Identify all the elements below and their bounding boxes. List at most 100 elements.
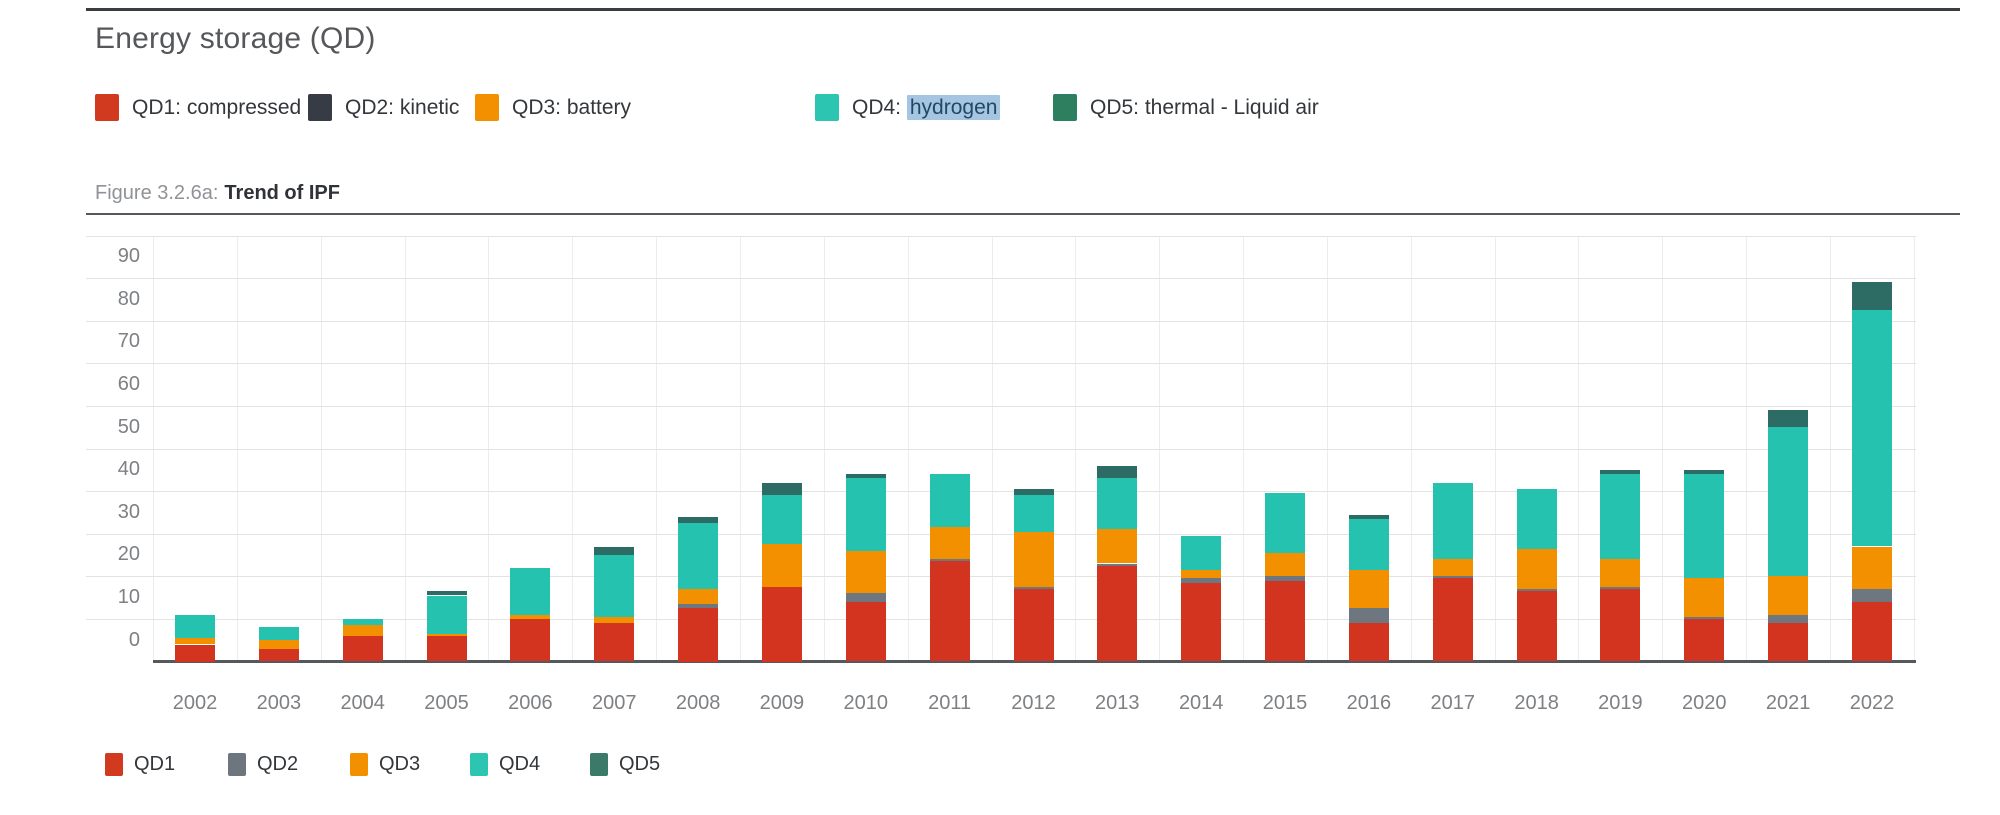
bar-segment-qd4[interactable] (342, 618, 383, 626)
legend-item-qd5[interactable]: QD5: thermal - Liquid air (1053, 94, 1319, 121)
bar-segment-qd1[interactable] (761, 587, 802, 662)
bar-segment-qd5[interactable] (1348, 514, 1389, 519)
bar-segment-qd5[interactable] (1013, 489, 1054, 496)
bar-segment-qd4[interactable] (1265, 493, 1305, 553)
bar-segment-qd3[interactable] (594, 616, 635, 624)
legend-item-qd2[interactable]: QD2: kinetic (308, 94, 459, 121)
bar-segment-qd1[interactable] (1852, 601, 1892, 662)
legend-item-qd1[interactable]: QD1: compressed air (95, 94, 330, 121)
bar-segment-qd1[interactable] (929, 561, 970, 662)
bar-segment-qd2[interactable] (1013, 587, 1054, 590)
bar-segment-qd3[interactable] (1265, 552, 1305, 577)
bar-segment-qd4[interactable] (594, 555, 635, 617)
bar-segment-qd5[interactable] (761, 482, 802, 496)
bar-segment-qd5[interactable] (1768, 410, 1809, 428)
legend-label-highlighted-word[interactable]: hydrogen (906, 94, 1001, 120)
legend-item-qd3[interactable]: QD3: battery (475, 94, 631, 121)
bar-segment-qd4[interactable] (1600, 474, 1641, 560)
bar-segment-qd1[interactable] (1013, 589, 1054, 662)
bar-segment-qd3[interactable] (258, 640, 299, 649)
bar-segment-qd3[interactable] (510, 614, 551, 619)
legend-item-qd1[interactable]: QD1 (105, 753, 175, 776)
bar-segment-qd4[interactable] (1097, 478, 1138, 530)
bar-segment-qd1[interactable] (845, 601, 886, 662)
bar-segment-qd1[interactable] (1600, 589, 1641, 662)
legend-item-qd4[interactable]: QD4: hydrogen (815, 94, 1001, 121)
bar-segment-qd2[interactable] (678, 604, 719, 609)
bar-segment-qd2[interactable] (1852, 589, 1892, 602)
bar-segment-qd4[interactable] (1768, 427, 1809, 577)
bar-segment-qd2[interactable] (1265, 576, 1305, 581)
bar-segment-qd2[interactable] (1432, 576, 1473, 579)
bar-segment-qd5[interactable] (678, 516, 719, 524)
bar-segment-qd1[interactable] (1684, 618, 1725, 662)
bar-segment-qd4[interactable] (1181, 535, 1222, 570)
bar-segment-qd4[interactable] (761, 495, 802, 545)
bar-segment-qd1[interactable] (1265, 580, 1305, 662)
bar-segment-qd1[interactable] (1432, 578, 1473, 662)
bar-segment-qd3[interactable] (1181, 569, 1222, 579)
bar-segment-qd2[interactable] (1181, 578, 1222, 583)
bar-segment-qd5[interactable] (1600, 469, 1641, 475)
bar-segment-qd3[interactable] (1768, 576, 1809, 615)
legend-item-qd2[interactable]: QD2 (228, 753, 298, 776)
bar-segment-qd2[interactable] (1684, 616, 1725, 619)
bar-segment-qd4[interactable] (845, 478, 886, 551)
bar-segment-qd3[interactable] (342, 625, 383, 636)
bar-segment-qd2[interactable] (1768, 614, 1809, 624)
bar-segment-qd3[interactable] (1097, 529, 1138, 564)
bar-segment-qd1[interactable] (1348, 623, 1389, 662)
bar-segment-qd2[interactable] (929, 559, 970, 562)
bar-segment-qd3[interactable] (1348, 569, 1389, 609)
bar-segment-qd5[interactable] (1852, 282, 1892, 311)
bar-segment-qd4[interactable] (175, 614, 215, 638)
bar-segment-qd3[interactable] (1852, 546, 1892, 590)
bar-segment-qd3[interactable] (845, 550, 886, 594)
bar-segment-qd4[interactable] (1852, 310, 1892, 547)
bar-segment-qd5[interactable] (594, 546, 635, 555)
bar-segment-qd5[interactable] (426, 591, 467, 596)
bar-segment-qd1[interactable] (1516, 591, 1557, 662)
bar-segment-qd3[interactable] (1432, 559, 1473, 577)
bar-segment-qd3[interactable] (1684, 578, 1725, 617)
bar-segment-qd1[interactable] (426, 635, 467, 662)
bar-segment-qd2[interactable] (1516, 589, 1557, 592)
bar-segment-qd4[interactable] (1432, 482, 1473, 560)
bar-segment-qd3[interactable] (175, 638, 215, 645)
bar-segment-qd1[interactable] (678, 608, 719, 662)
bar-segment-qd1[interactable] (342, 635, 383, 662)
bar-segment-qd1[interactable] (1768, 623, 1809, 662)
legend-item-qd5[interactable]: QD5 (590, 753, 660, 776)
bar-segment-qd3[interactable] (678, 589, 719, 604)
bar-segment-qd5[interactable] (845, 474, 886, 479)
bar-segment-qd4[interactable] (678, 523, 719, 589)
bar-segment-qd5[interactable] (1684, 469, 1725, 475)
bar-segment-qd4[interactable] (258, 627, 299, 641)
bar-segment-qd2[interactable] (1348, 608, 1389, 624)
bar-segment-qd4[interactable] (929, 474, 970, 528)
bar-segment-qd1[interactable] (258, 648, 299, 662)
bar-segment-qd4[interactable] (510, 567, 551, 615)
bar-segment-qd4[interactable] (1013, 495, 1054, 532)
bar-segment-qd2[interactable] (845, 593, 886, 602)
bar-segment-qd1[interactable] (594, 623, 635, 662)
legend-item-qd3[interactable]: QD3 (350, 753, 420, 776)
bar-segment-qd3[interactable] (426, 633, 467, 636)
bar-segment-qd3[interactable] (761, 544, 802, 587)
bar-segment-qd1[interactable] (1097, 565, 1138, 662)
bar-segment-qd3[interactable] (1013, 531, 1054, 587)
bar-segment-qd5[interactable] (1097, 465, 1138, 479)
bar-segment-qd3[interactable] (929, 527, 970, 560)
bar-segment-qd3[interactable] (1516, 548, 1557, 590)
bar-segment-qd4[interactable] (426, 595, 467, 634)
bar-segment-qd1[interactable] (510, 618, 551, 662)
bar-segment-qd4[interactable] (1348, 518, 1389, 570)
bar-segment-qd4[interactable] (1684, 474, 1725, 579)
bar-segment-qd3[interactable] (1600, 559, 1641, 587)
bar-segment-qd2[interactable] (1600, 587, 1641, 590)
bar-segment-qd1[interactable] (1181, 582, 1222, 662)
legend-item-qd4[interactable]: QD4 (470, 753, 540, 776)
bar-segment-qd4[interactable] (1516, 489, 1557, 549)
bar-segment-qd1[interactable] (175, 644, 215, 662)
bar-segment-qd2[interactable] (1097, 563, 1138, 566)
